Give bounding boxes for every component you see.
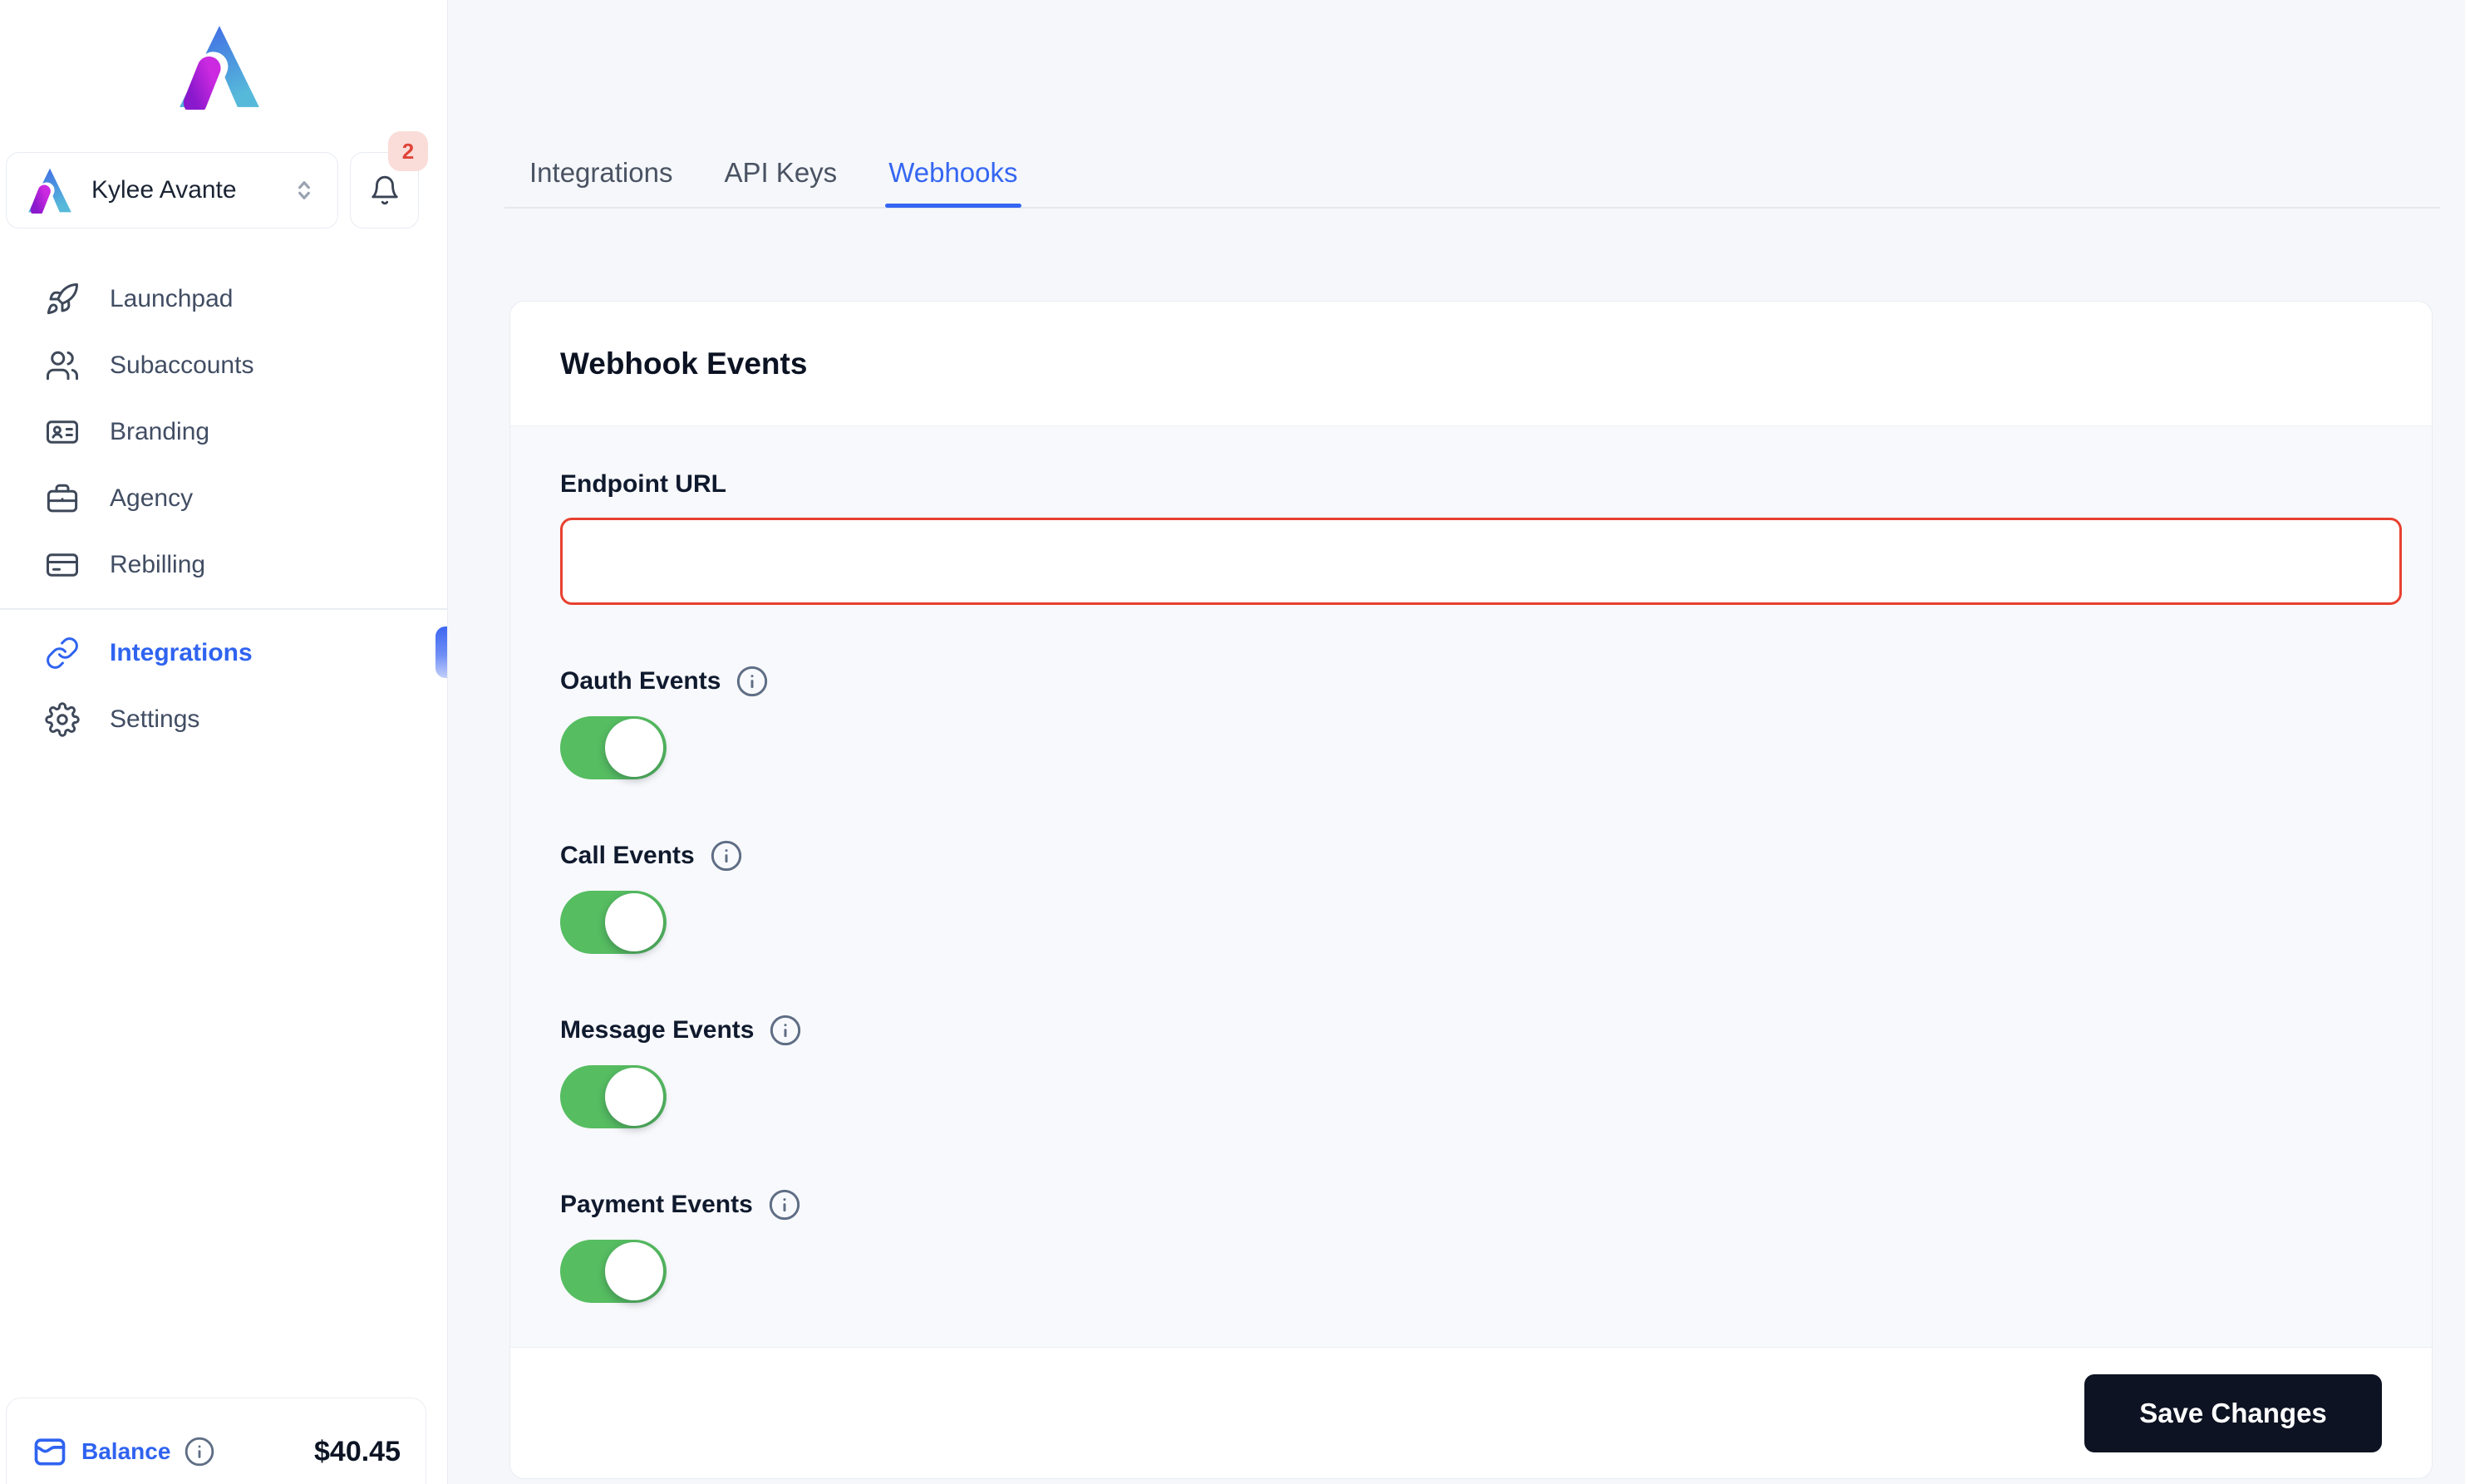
payment-events-info-icon[interactable]: [768, 1188, 801, 1221]
chevrons-up-down-icon: [291, 177, 317, 204]
sidebar-item-subaccounts[interactable]: Subaccounts: [0, 332, 447, 399]
call-events-group: Call Events: [560, 839, 2402, 954]
save-changes-button[interactable]: Save Changes: [2084, 1373, 2382, 1452]
message-events-toggle[interactable]: [560, 1065, 667, 1128]
user-name: Kylee Avante: [91, 176, 237, 204]
sidebar-item-label: Integrations: [110, 639, 253, 666]
sidebar-item-integrations[interactable]: Integrations: [0, 620, 447, 686]
toggle-knob: [605, 893, 663, 951]
tab-integrations[interactable]: Integrations: [528, 155, 674, 208]
call-events-info-icon[interactable]: [710, 839, 743, 872]
call-events-toggle[interactable]: [560, 891, 667, 954]
gear-icon: [45, 702, 80, 737]
sidebar-item-rebilling[interactable]: Rebilling: [0, 532, 447, 598]
balance-card: Balance $40.45: [6, 1398, 426, 1484]
sidebar-item-branding[interactable]: Branding: [0, 399, 447, 465]
endpoint-url-label: Endpoint URL: [560, 468, 2402, 501]
webhook-events-card: Webhook Events Endpoint URL Oauth Events: [509, 301, 2433, 1479]
card-body: Endpoint URL Oauth Events: [510, 426, 2432, 1347]
notification-badge: 2: [388, 131, 428, 171]
call-events-label-text: Call Events: [560, 842, 695, 869]
sidebar-item-settings[interactable]: Settings: [0, 686, 447, 753]
sidebar-item-label: Branding: [110, 418, 210, 445]
credit-card-icon: [45, 548, 80, 582]
rocket-icon: [45, 282, 80, 317]
card-title: Webhook Events: [560, 346, 808, 381]
oauth-events-info-icon[interactable]: [736, 665, 769, 698]
sidebar-item-launchpad[interactable]: Launchpad: [0, 266, 447, 332]
payment-events-label-text: Payment Events: [560, 1191, 753, 1218]
active-nav-indicator: [435, 627, 447, 678]
card-footer: Save Changes: [510, 1347, 2432, 1478]
card-header: Webhook Events: [510, 302, 2432, 426]
message-events-label-text: Message Events: [560, 1016, 755, 1044]
main-content: Integrations API Keys Webhooks Webhook E…: [448, 0, 2465, 1484]
toggle-knob: [605, 719, 663, 777]
message-events-label: Message Events: [560, 1014, 2402, 1047]
account-avatar-logo-icon: [27, 167, 73, 214]
notifications-button[interactable]: 2: [350, 131, 428, 228]
toggle-knob: [605, 1242, 663, 1300]
link-icon: [45, 636, 80, 671]
sidebar-item-label: Rebilling: [110, 551, 206, 578]
message-events-group: Message Events: [560, 1014, 2402, 1128]
id-card-icon: [45, 415, 80, 450]
sidebar-item-label: Agency: [110, 484, 194, 512]
endpoint-url-input[interactable]: [560, 518, 2402, 605]
wallet-icon: [32, 1433, 68, 1470]
balance-label: Balance: [81, 1438, 171, 1464]
balance-amount: $40.45: [314, 1435, 401, 1467]
briefcase-icon: [45, 481, 80, 516]
oauth-events-label: Oauth Events: [560, 665, 2402, 698]
account-switcher[interactable]: Kylee Avante: [6, 152, 338, 228]
balance-info-icon[interactable]: [184, 1436, 215, 1467]
call-events-label: Call Events: [560, 839, 2402, 872]
tab-webhooks[interactable]: Webhooks: [885, 155, 1021, 208]
payment-events-toggle[interactable]: [560, 1240, 667, 1303]
message-events-info-icon[interactable]: [769, 1014, 802, 1047]
bell-icon: [371, 175, 398, 205]
payment-events-group: Payment Events: [560, 1188, 2402, 1303]
users-icon: [45, 348, 80, 383]
brand-logo-icon: [176, 23, 263, 110]
sidebar-item-agency[interactable]: Agency: [0, 465, 447, 532]
settings-tabs: Integrations API Keys Webhooks: [528, 155, 1021, 208]
sidebar-nav: Launchpad Subaccounts: [0, 266, 447, 753]
oauth-events-label-text: Oauth Events: [560, 667, 721, 695]
tabs-divider: [504, 207, 2440, 209]
tab-api-keys[interactable]: API Keys: [722, 155, 839, 208]
sidebar-item-label: Launchpad: [110, 285, 234, 312]
oauth-events-toggle[interactable]: [560, 716, 667, 779]
oauth-events-group: Oauth Events: [560, 665, 2402, 779]
toggle-knob: [605, 1068, 663, 1126]
sidebar-divider: [0, 608, 447, 610]
sidebar-item-label: Subaccounts: [110, 351, 254, 379]
sidebar: Kylee Avante 2: [0, 0, 448, 1484]
payment-events-label: Payment Events: [560, 1188, 2402, 1221]
sidebar-item-label: Settings: [110, 705, 200, 733]
endpoint-url-label-text: Endpoint URL: [560, 470, 726, 498]
